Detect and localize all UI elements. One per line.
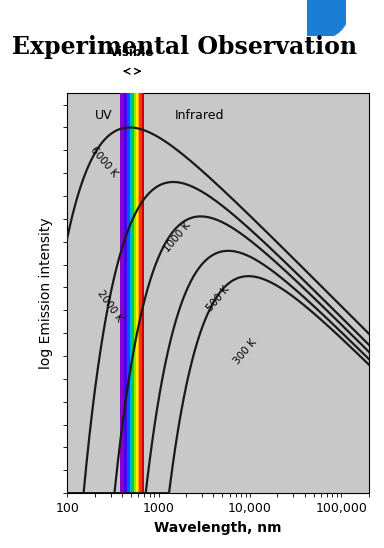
Text: 300 K: 300 K [232, 337, 259, 366]
Bar [120, 93, 124, 493]
Bar [134, 93, 136, 493]
Bar [127, 93, 130, 493]
Text: 2000 K: 2000 K [95, 288, 124, 323]
Circle shape [288, 0, 349, 39]
Text: 500 K: 500 K [205, 284, 232, 313]
Bar [124, 93, 127, 493]
Text: UV: UV [95, 109, 112, 122]
Text: 1000 K: 1000 K [162, 220, 193, 254]
Text: 6000 K: 6000 K [88, 145, 119, 179]
Text: Infrared: Infrared [175, 109, 224, 122]
Bar [142, 93, 144, 493]
Bar [137, 93, 139, 493]
Bar [132, 93, 134, 493]
Text: Experimental Observation: Experimental Observation [12, 35, 357, 59]
Bar [136, 93, 137, 493]
Bar [130, 93, 132, 493]
Y-axis label: log Emission intensity: log Emission intensity [39, 218, 53, 369]
X-axis label: Wavelength, nm: Wavelength, nm [154, 521, 282, 535]
Text: Visible: Visible [110, 46, 154, 59]
Bar [139, 93, 142, 493]
